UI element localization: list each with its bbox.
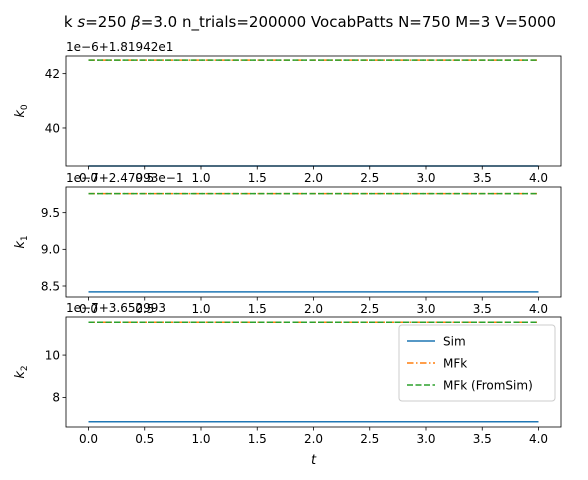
y-tick-label: 8 bbox=[52, 391, 60, 405]
x-tick-label: 3.5 bbox=[473, 171, 492, 185]
x-tick-label: 3.0 bbox=[416, 171, 435, 185]
y-axis-label: k0 bbox=[13, 104, 30, 118]
x-tick-label: 3.0 bbox=[416, 432, 435, 446]
x-tick-label: 4.0 bbox=[529, 432, 548, 446]
x-tick-label: 1.5 bbox=[248, 302, 267, 316]
x-tick-label: 2.5 bbox=[360, 302, 379, 316]
x-tick-label: 0.0 bbox=[79, 171, 98, 185]
x-axis-label: t bbox=[311, 453, 317, 468]
y-axis-label-subscript: 2 bbox=[20, 365, 30, 371]
axes-2: 0.0 0.5 1.0 1.5 2.0 2.5 3.0 3.5 4.0 8 10 1e−7+3.652… bbox=[13, 301, 562, 468]
legend-label: MFk bbox=[443, 357, 467, 371]
x-tick-label: 2.0 bbox=[304, 432, 323, 446]
y-tick-label: 10 bbox=[45, 348, 60, 362]
legend-label: Sim bbox=[443, 335, 466, 349]
y-tick-label: 8.5 bbox=[41, 279, 60, 293]
y-axis-label: k1 bbox=[13, 235, 30, 248]
x-tick-label: 1.5 bbox=[248, 171, 267, 185]
x-tick-label: 3.5 bbox=[473, 302, 492, 316]
axes-0: 0.0 0.5 1.0 1.5 2.0 2.5 3.0 3.5 4.0 40 42 1e−6+1.81… bbox=[13, 40, 562, 185]
x-tick-label: 2.5 bbox=[360, 432, 379, 446]
y-tick-label: 9.0 bbox=[41, 243, 60, 257]
x-tick-label: 1.0 bbox=[191, 171, 210, 185]
y-axis-label-symbol: k bbox=[13, 241, 28, 249]
x-tick-label: 2.0 bbox=[304, 302, 323, 316]
offset-text: 1e−6+1.81942e1 bbox=[66, 40, 173, 54]
axes-1: 0.0 0.5 1.0 1.5 2.0 2.5 3.0 3.5 4.0 8.5 9.0 9.5 1e−7… bbox=[13, 171, 562, 316]
x-tick-label: 3.5 bbox=[473, 432, 492, 446]
x-tick-label: 2.5 bbox=[360, 171, 379, 185]
axes-frame bbox=[65, 55, 562, 167]
axes-frame bbox=[65, 186, 562, 298]
axes-frame bbox=[65, 316, 562, 428]
legend: Sim MFk MFk (FromSim) bbox=[398, 324, 556, 402]
x-tick-label: 1.0 bbox=[191, 432, 210, 446]
x-tick-label: 4.0 bbox=[529, 302, 548, 316]
x-tick-label: 1.5 bbox=[248, 432, 267, 446]
y-axis-label-symbol: k bbox=[13, 110, 28, 118]
offset-text: 1e−7+3.652993 bbox=[66, 301, 166, 315]
x-tick-label: 2.0 bbox=[304, 171, 323, 185]
x-tick-label: 0.0 bbox=[79, 432, 98, 446]
x-tick-label: 0.0 bbox=[79, 302, 98, 316]
x-tick-label: 0.5 bbox=[135, 432, 154, 446]
y-axis-label-subscript: 1 bbox=[20, 235, 30, 241]
legend-box bbox=[398, 324, 556, 402]
y-tick-label: 40 bbox=[45, 121, 60, 135]
y-axis-label-symbol: k bbox=[13, 371, 28, 379]
x-tick-label: 4.0 bbox=[529, 171, 548, 185]
y-tick-label: 9.5 bbox=[41, 206, 60, 220]
axes-layer: 0.0 0.5 1.0 1.5 2.0 2.5 3.0 3.5 4.0 40 42 1e−6+1.81… bbox=[13, 40, 562, 468]
x-tick-label: 0.5 bbox=[135, 302, 154, 316]
y-axis-label-subscript: 0 bbox=[20, 104, 30, 110]
x-tick-label: 0.5 bbox=[135, 171, 154, 185]
figure-suptitle: k s=250 β=3.0 n_trials=200000 VocabPatts… bbox=[64, 13, 556, 32]
x-tick-label: 3.0 bbox=[416, 302, 435, 316]
offset-text: 1e−7+2.47993e−1 bbox=[66, 171, 183, 185]
x-tick-label: 1.0 bbox=[191, 302, 210, 316]
legend-label: MFk (FromSim) bbox=[443, 379, 533, 393]
y-axis-label: k2 bbox=[13, 365, 30, 378]
y-tick-label: 42 bbox=[45, 67, 60, 81]
